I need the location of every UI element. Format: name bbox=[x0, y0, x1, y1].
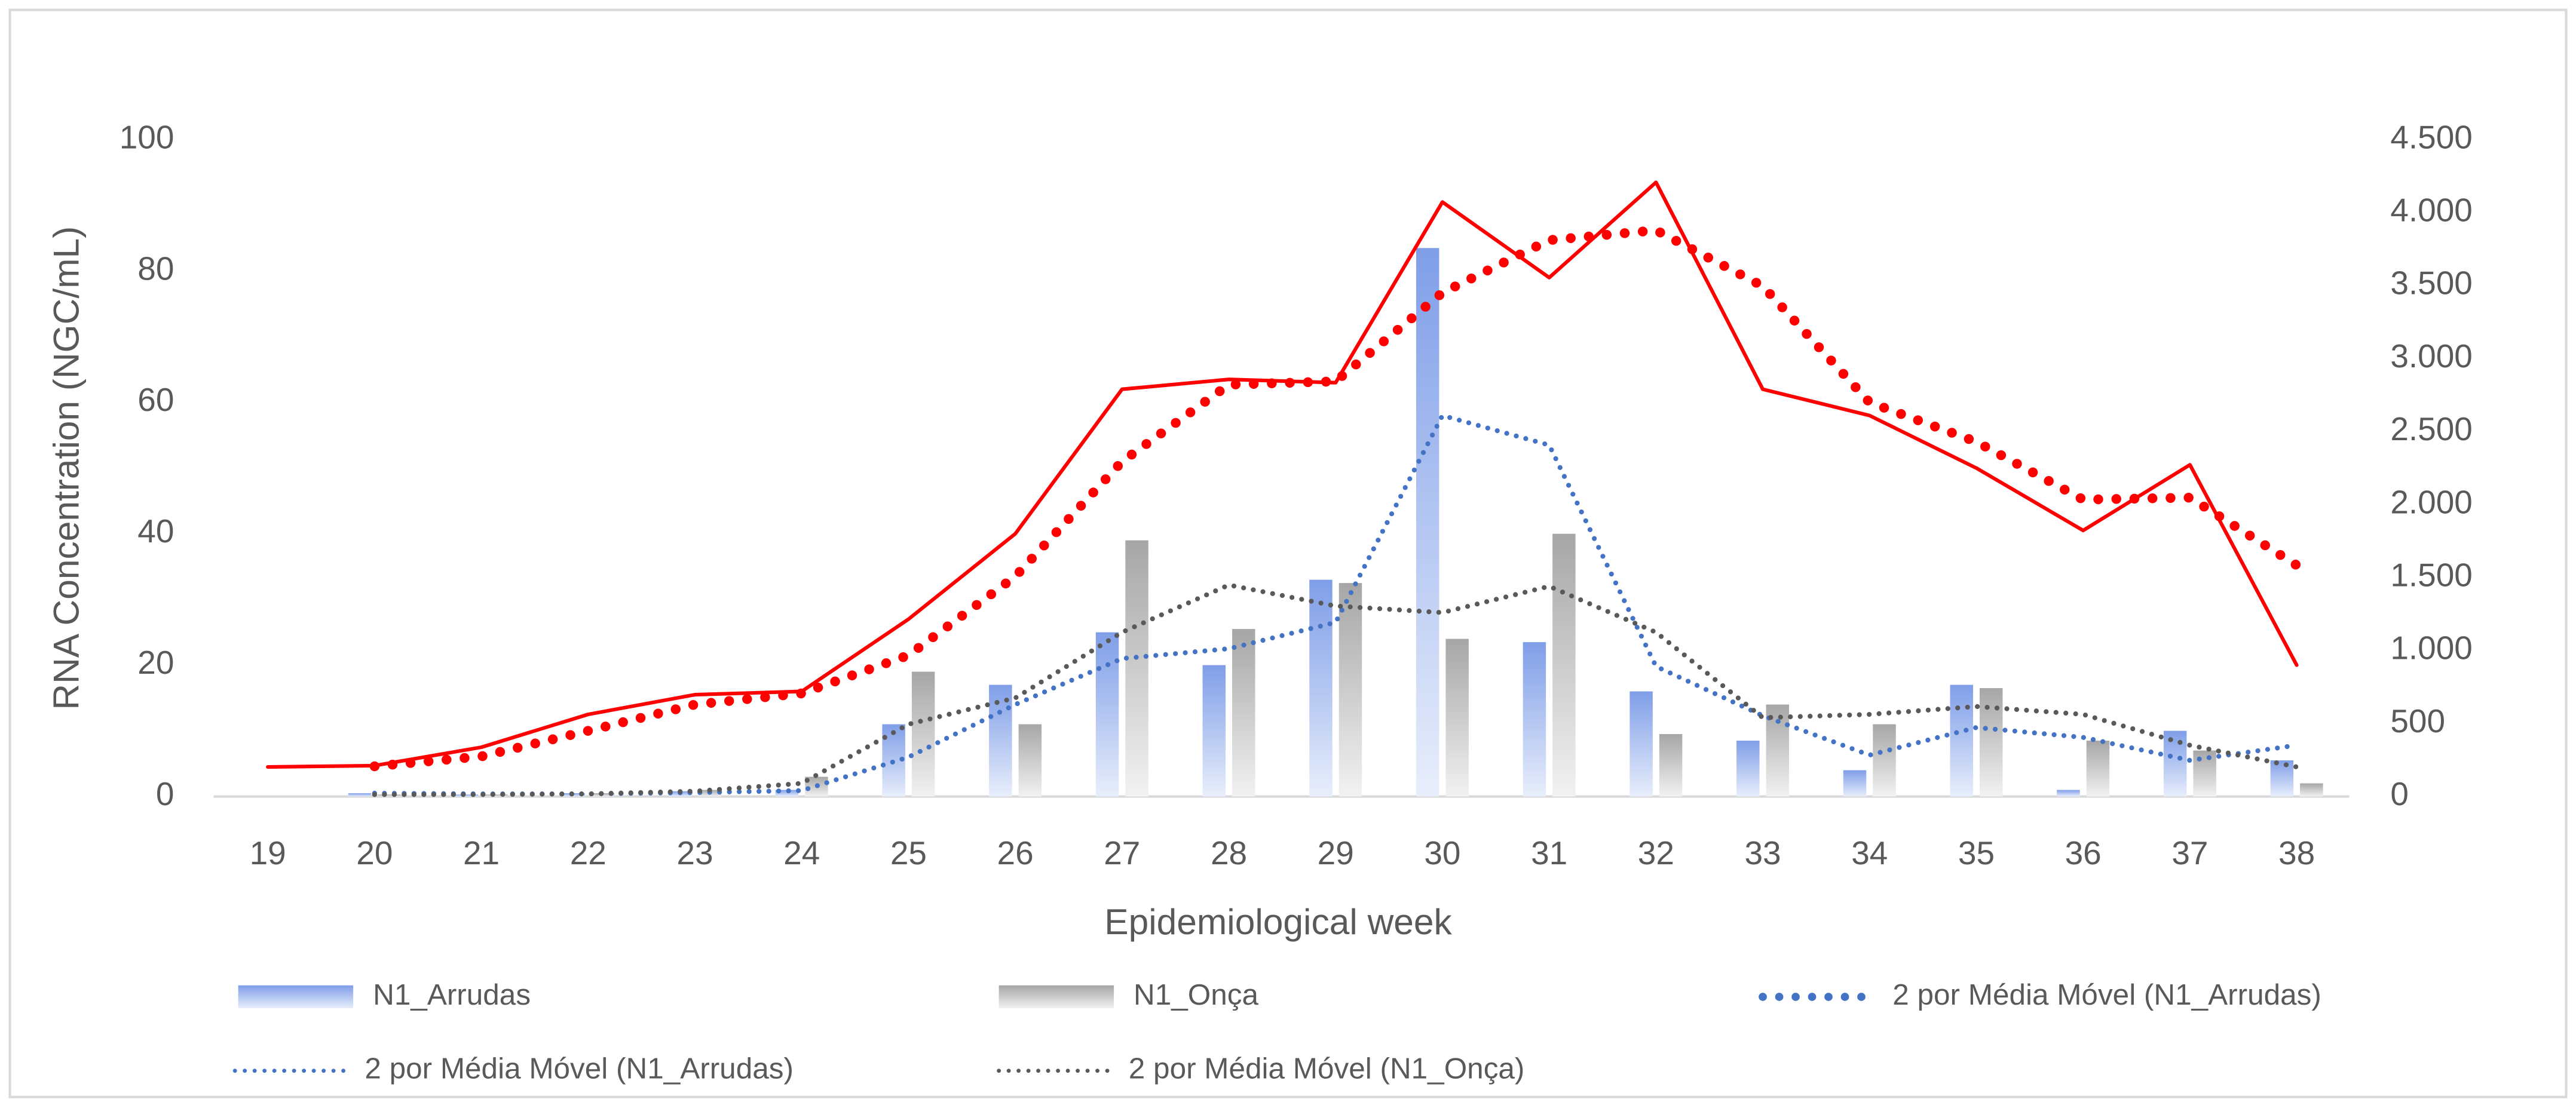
bar bbox=[1125, 540, 1148, 797]
y-tick-label: 0 bbox=[156, 775, 174, 812]
bar bbox=[1552, 533, 1576, 797]
bar bbox=[989, 684, 1012, 797]
bar bbox=[2193, 750, 2216, 797]
y2-tick-label: 3.500 bbox=[2390, 265, 2473, 302]
bar bbox=[2163, 730, 2187, 797]
bar bbox=[1018, 724, 1042, 797]
y-tick-label: 60 bbox=[137, 381, 174, 418]
y2-tick-label: 0 bbox=[2390, 775, 2409, 812]
legend-label: N1_Arrudas bbox=[373, 978, 531, 1011]
bar bbox=[775, 790, 799, 797]
bar bbox=[1523, 642, 1546, 797]
x-tick-label: 33 bbox=[1744, 834, 1781, 871]
x-tick-label: 21 bbox=[463, 834, 500, 871]
bar bbox=[1202, 665, 1226, 797]
y2-tick-label: 3.000 bbox=[2390, 337, 2473, 375]
bar bbox=[1736, 741, 1760, 797]
x-tick-label: 29 bbox=[1318, 834, 1354, 871]
legend-swatch bbox=[998, 985, 1114, 1009]
bar bbox=[2270, 760, 2294, 797]
x-tick-label: 34 bbox=[1851, 834, 1888, 871]
y-tick-label: 40 bbox=[137, 512, 174, 550]
x-tick-label: 26 bbox=[997, 834, 1034, 871]
bar bbox=[2057, 790, 2080, 797]
bar bbox=[2300, 783, 2323, 797]
x-tick-label: 24 bbox=[783, 834, 820, 871]
chart-frame bbox=[8, 8, 2568, 1098]
x-tick-label: 19 bbox=[250, 834, 286, 871]
bar bbox=[348, 793, 372, 797]
bar bbox=[485, 794, 508, 797]
bar bbox=[378, 794, 401, 797]
x-tick-label: 36 bbox=[2065, 834, 2102, 871]
x-tick-label: 20 bbox=[356, 834, 393, 871]
bar bbox=[1309, 579, 1333, 797]
x-tick-label: 35 bbox=[1958, 834, 1995, 871]
line-series bbox=[369, 225, 2302, 772]
x-tick-label: 32 bbox=[1638, 834, 1674, 871]
bar bbox=[2086, 741, 2110, 797]
x-tick-label: 22 bbox=[570, 834, 607, 871]
bar bbox=[1979, 688, 2003, 797]
bar bbox=[1950, 684, 1973, 797]
x-axis-title: Epidemiological week bbox=[1104, 901, 1452, 942]
legend-label: 2 por Média Móvel (N1_Onça) bbox=[1129, 1052, 1525, 1085]
bar bbox=[1873, 724, 1896, 797]
bar bbox=[1629, 691, 1653, 797]
bar bbox=[1095, 632, 1119, 797]
x-tick-label: 31 bbox=[1531, 834, 1567, 871]
legend-label: 2 por Média Móvel (N1_Arrudas) bbox=[365, 1052, 794, 1085]
bar bbox=[1232, 629, 1255, 797]
legend-swatch bbox=[238, 985, 354, 1009]
y-tick-label: 100 bbox=[120, 118, 174, 155]
bar bbox=[1659, 734, 1683, 797]
y-tick-label: 80 bbox=[137, 250, 174, 287]
x-tick-label: 25 bbox=[890, 834, 927, 871]
x-tick-label: 23 bbox=[676, 834, 713, 871]
y2-tick-label: 4.500 bbox=[2390, 118, 2473, 155]
y2-tick-label: 500 bbox=[2390, 702, 2445, 739]
x-tick-label: 27 bbox=[1104, 834, 1140, 871]
bar bbox=[1445, 639, 1469, 797]
x-tick-label: 38 bbox=[2278, 834, 2315, 871]
legend-label: 2 por Média Móvel (N1_Arrudas) bbox=[1892, 978, 2321, 1011]
x-tick-label: 28 bbox=[1211, 834, 1247, 871]
y2-tick-label: 2.000 bbox=[2390, 483, 2473, 520]
y2-tick-label: 2.500 bbox=[2390, 410, 2473, 447]
y2-tick-label: 1.000 bbox=[2390, 630, 2473, 667]
bar bbox=[455, 794, 479, 797]
x-tick-label: 30 bbox=[1424, 834, 1460, 871]
y-tick-label: 20 bbox=[137, 644, 174, 681]
line-series bbox=[266, 180, 2299, 769]
bar bbox=[1843, 770, 1867, 797]
legend-label: N1_Onça bbox=[1134, 978, 1258, 1011]
line-series bbox=[372, 582, 2299, 797]
y2-tick-label: 4.000 bbox=[2390, 192, 2473, 229]
bar bbox=[911, 671, 935, 797]
line-series bbox=[372, 413, 2299, 797]
y2-tick-label: 1.500 bbox=[2390, 556, 2473, 593]
bar bbox=[1416, 248, 1439, 797]
bar bbox=[1338, 583, 1362, 797]
y-axis-title: RNA Concentration (NGC/mL) bbox=[45, 226, 86, 710]
x-tick-label: 37 bbox=[2171, 834, 2208, 871]
